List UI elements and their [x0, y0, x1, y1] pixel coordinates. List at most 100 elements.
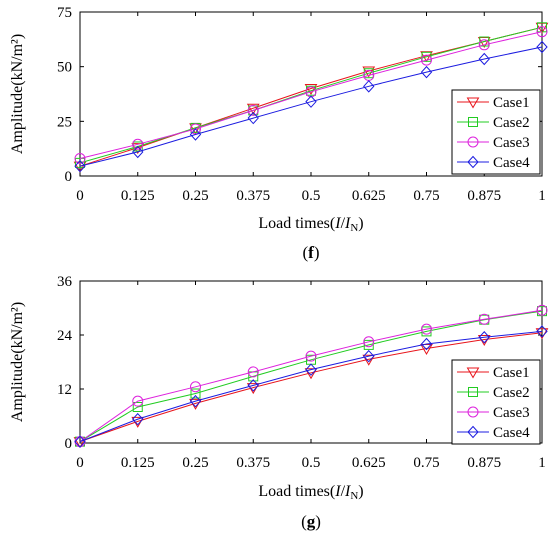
data-point-case3: [305, 350, 317, 362]
x-tick-label: 0.875: [467, 455, 501, 471]
y-tick-label: 50: [57, 60, 72, 76]
x-tick-label: 0.5: [302, 455, 321, 471]
legend-marker-case1: [466, 97, 480, 109]
series-line-case2: [79, 310, 543, 443]
legend-label-case1: Case1: [493, 365, 530, 381]
data-point-case2: [132, 402, 143, 412]
x-tick-label: 0.25: [182, 188, 208, 204]
x-tick-label: 0: [76, 188, 84, 204]
x-tick-label: 0.75: [413, 188, 439, 204]
y-axis-label: Amplitude(kN/m²): [9, 302, 26, 422]
legend-marker-case2: [468, 387, 478, 397]
data-point-case4: [305, 363, 317, 376]
x-tick-label: 0: [76, 455, 84, 471]
data-point-case3: [536, 26, 548, 38]
data-point-case4: [363, 349, 375, 363]
x-tick-label: 0.125: [121, 188, 155, 204]
data-point-case3: [74, 153, 86, 165]
legend-marker-case1: [466, 367, 480, 379]
legend-marker-case2: [468, 117, 478, 127]
legend-marker-case4: [467, 425, 479, 439]
x-tick-label: 0.25: [182, 455, 208, 471]
legend-box: [451, 359, 541, 445]
series-line-case2: [79, 26, 543, 164]
series-line-case3: [79, 309, 543, 443]
legend-label-case1: Case1: [493, 95, 530, 111]
data-point-case4: [189, 128, 202, 141]
data-point-case3: [247, 104, 259, 116]
data-point-case4: [420, 65, 433, 79]
data-point-case4: [536, 40, 548, 54]
data-point-case3: [132, 138, 144, 150]
legend-marker-case3: [467, 406, 479, 418]
x-tick-label: 0.375: [236, 188, 270, 204]
y-tick-label: 0: [65, 169, 73, 185]
y-tick-label: 75: [57, 5, 72, 21]
data-point-case4: [189, 394, 202, 408]
legend-box: [451, 89, 541, 175]
legend-label-case2: Case2: [493, 385, 530, 401]
y-tick-label: 25: [57, 114, 72, 130]
x-axis-label: Load times(I/IN): [258, 483, 363, 502]
data-point-case3: [363, 336, 375, 348]
data-point-case3: [421, 323, 432, 335]
data-point-case3: [478, 313, 490, 325]
data-point-case3: [190, 381, 201, 393]
data-point-case4: [132, 145, 144, 159]
data-point-case4: [363, 80, 375, 93]
data-point-case1: [362, 354, 376, 366]
data-point-case4: [536, 325, 548, 338]
legend: Case1 Case2 Case3 Case4: [451, 359, 541, 445]
x-tick-label: 0.625: [352, 455, 386, 471]
data-point-case4: [478, 52, 490, 66]
legend-label-case3: Case3: [493, 405, 530, 421]
legend-marker-case4: [467, 155, 479, 169]
panel-label: (g): [301, 512, 321, 531]
data-point-case3: [132, 395, 144, 407]
legend-label-case4: Case4: [493, 155, 530, 171]
legend: Case1 Case2 Case3 Case4: [451, 89, 541, 175]
chart-panel-g: 0 0.125 0.25 0.375 0.5 0.625 0.75 0.875 1 0 12 24 36…: [9, 274, 549, 531]
x-tick-label: 1: [538, 188, 546, 204]
panel-label: (f): [302, 243, 319, 262]
x-tick-label: 0.375: [236, 455, 270, 471]
x-axis-label: Load times(I/IN): [258, 215, 363, 234]
data-point-case3: [478, 39, 490, 51]
legend-label-case2: Case2: [493, 115, 530, 131]
data-point-case4: [420, 337, 433, 351]
y-tick-label: 12: [57, 382, 72, 398]
data-point-case4: [74, 435, 86, 448]
x-tick-label: 0.125: [121, 455, 155, 471]
data-point-case2: [479, 36, 490, 47]
legend-label-case3: Case3: [493, 135, 530, 151]
x-tick-label: 0.75: [413, 455, 439, 471]
data-point-case4: [247, 379, 259, 392]
chart-panel-f: 0 0.125 0.25 0.375 0.5 0.625 0.75 0.875 1 0 25 50 75…: [9, 5, 549, 262]
y-tick-label: 0: [65, 436, 73, 452]
data-point-case4: [247, 111, 259, 125]
x-tick-label: 0.5: [302, 188, 321, 204]
data-point-case2: [421, 51, 432, 62]
data-point-case2: [190, 388, 201, 399]
x-tick-label: 0.625: [352, 188, 386, 204]
x-tick-label: 1: [538, 455, 546, 471]
legend-label-case4: Case4: [493, 425, 530, 441]
data-point-case3: [421, 54, 432, 66]
legend-marker-case3: [467, 136, 479, 148]
data-point-case1: [304, 84, 318, 96]
data-point-case4: [478, 331, 490, 344]
y-axis-label: Amplitude(kN/m²): [9, 34, 26, 154]
data-point-case3: [536, 304, 548, 316]
data-point-case4: [305, 95, 317, 108]
data-point-case3: [247, 366, 259, 378]
data-point-case4: [74, 159, 86, 173]
series-line-case3: [79, 31, 543, 159]
x-tick-label: 0.875: [467, 188, 501, 204]
y-tick-label: 36: [57, 274, 73, 290]
series-line-case4: [79, 330, 543, 443]
data-point-case1: [304, 368, 318, 380]
y-tick-label: 24: [57, 328, 73, 344]
data-point-case4: [132, 412, 144, 426]
series-line-case1: [79, 332, 543, 443]
